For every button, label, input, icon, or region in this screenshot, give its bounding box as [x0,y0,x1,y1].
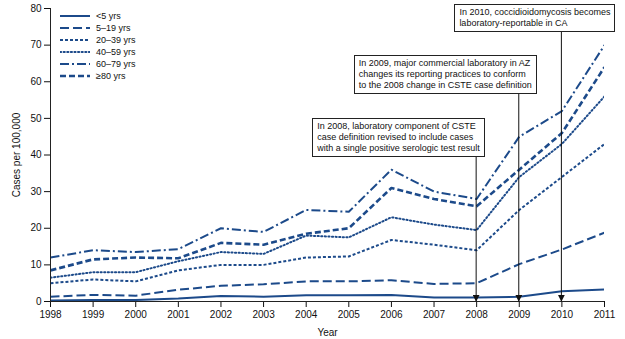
svg-text:10: 10 [30,259,42,270]
html-text:5–19 yrs: 5–19 yrs [96,23,131,33]
svg-text:1999: 1999 [82,309,105,320]
svg-text:2008: 2008 [466,309,489,320]
svg-text:2007: 2007 [423,309,446,320]
html-text:In 2010, coccidioidomycosis be: In 2010, coccidioidomycosis becomes labo… [459,7,611,28]
svg-text:0: 0 [36,296,42,307]
svg-text:1998: 1998 [39,309,62,320]
html-text:In 2008, laboratory component: In 2008, laboratory component of CSTE ca… [317,121,480,153]
svg-text:30: 30 [30,186,42,197]
svg-text:Year: Year [317,327,338,338]
svg-text:20: 20 [30,222,42,233]
html-text:20–39 yrs: 20–39 yrs [96,35,136,45]
svg-text:2002: 2002 [210,309,233,320]
svg-text:2000: 2000 [125,309,148,320]
svg-text:2004: 2004 [295,309,318,320]
html-text:≥80 yrs: ≥80 yrs [96,71,126,81]
svg-text:2003: 2003 [252,309,275,320]
html-text:In 2009, major commercial labo: In 2009, major commercial laboratory in … [358,58,532,90]
svg-text:2006: 2006 [380,309,403,320]
svg-text:60: 60 [30,76,42,87]
html-text:<5 yrs: <5 yrs [96,11,121,21]
svg-text:2001: 2001 [167,309,190,320]
svg-text:Cases per 100,000: Cases per 100,000 [11,112,22,197]
svg-text:70: 70 [30,39,42,50]
svg-text:50: 50 [30,113,42,124]
html-text:60–79 yrs: 60–79 yrs [96,59,136,69]
svg-text:40: 40 [30,149,42,160]
html-text:40–59 yrs: 40–59 yrs [96,47,136,57]
svg-text:2009: 2009 [508,309,531,320]
svg-text:2011: 2011 [594,309,616,320]
svg-text:2010: 2010 [551,309,574,320]
svg-text:80: 80 [30,3,42,14]
svg-text:2005: 2005 [338,309,361,320]
